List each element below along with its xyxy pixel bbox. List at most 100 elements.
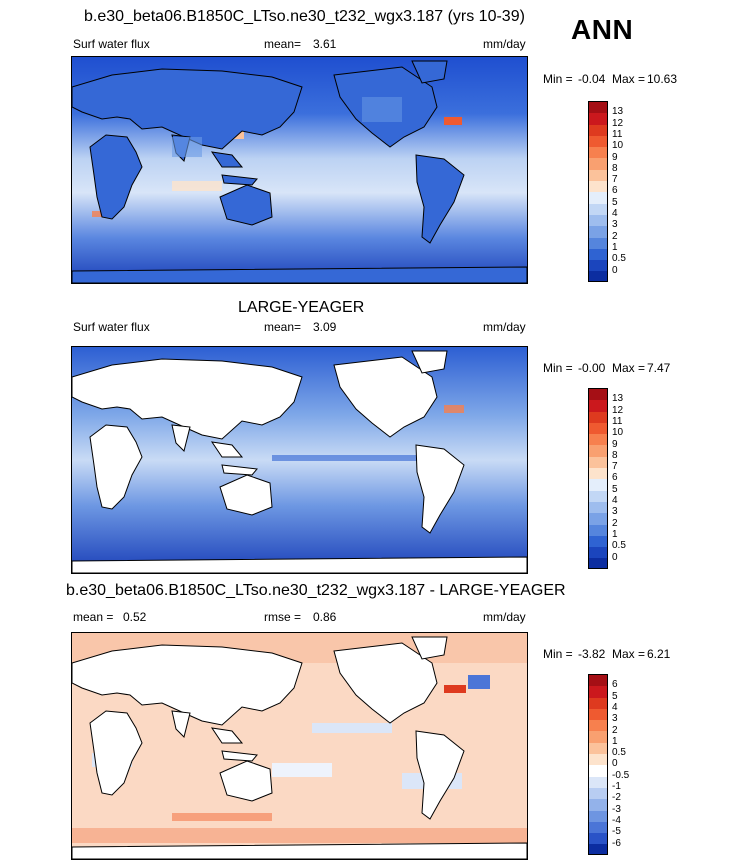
- colorbar-swatch: [589, 445, 607, 457]
- panel3-min-value: -3.82: [578, 647, 606, 661]
- colorbar-swatch: [589, 226, 607, 238]
- colorbar-swatch: [589, 389, 607, 401]
- colorbar-tick-label: 11: [612, 128, 623, 140]
- colorbar-swatch: [589, 501, 607, 514]
- colorbar-tick-label: -1: [612, 781, 621, 792]
- colorbar-tick-label: 2: [612, 517, 618, 529]
- colorbar-swatch: [589, 535, 607, 548]
- panel2-min-value: -0.00: [578, 361, 606, 375]
- panel1-units: mm/day: [483, 37, 526, 51]
- colorbar-tick-label: 10: [612, 427, 624, 439]
- panel2-map: [71, 346, 528, 574]
- colorbar-tick-label: 1: [612, 528, 618, 540]
- colorbar-swatch: [589, 810, 607, 822]
- colorbar-swatch: [589, 479, 607, 491]
- colorbar-tick-label: 0.5: [612, 540, 626, 552]
- colorbar-tick-label: 5: [612, 690, 618, 702]
- colorbar-swatch: [589, 547, 607, 559]
- colorbar-tick-label: -3: [612, 803, 621, 815]
- colorbar-swatch: [589, 124, 607, 136]
- colorbar-tick-label: 5: [612, 483, 618, 495]
- colorbar-tick-label: 0: [612, 551, 618, 563]
- panel3-min-label: Min =: [543, 647, 573, 661]
- colorbar-tick-label: 12: [612, 117, 624, 129]
- colorbar-tick-label: 8: [612, 449, 618, 461]
- panel1-variable: Surf water flux: [73, 37, 150, 51]
- colorbar-swatch: [589, 720, 607, 732]
- colorbar-tick-label: 0.5: [612, 253, 626, 265]
- colorbar-swatch: [589, 192, 607, 204]
- colorbar-tick-label: 1: [612, 241, 618, 253]
- colorbar-swatch: [589, 731, 607, 743]
- panel2-mean-label: mean=: [264, 320, 302, 334]
- colorbar-swatch: [589, 422, 607, 435]
- panel2-min-label: Min =: [543, 361, 573, 375]
- panel1-mean-label: mean=: [264, 37, 302, 51]
- colorbar-swatch: [589, 102, 607, 114]
- panel1-map: [71, 56, 528, 284]
- colorbar-swatch: [589, 113, 607, 125]
- colorbar-tick-label: 9: [612, 151, 618, 163]
- colorbar-tick-label: 2: [612, 230, 618, 242]
- colorbar-tick-label: 6: [612, 472, 618, 484]
- colorbar-tick-label: 4: [612, 701, 618, 713]
- colorbar-swatch: [589, 260, 607, 272]
- colorbar-swatch: [589, 697, 607, 709]
- colorbar-swatch: [589, 237, 607, 249]
- run-title: b.e30_beta06.B1850C_LTso.ne30_t232_wgx3.…: [84, 8, 525, 25]
- colorbar-swatch: [589, 844, 607, 854]
- colorbar-tick-label: -6: [612, 837, 621, 849]
- panel2-max-label: Max =: [612, 361, 646, 375]
- colorbar-swatch: [589, 468, 607, 480]
- colorbar-tick-label: 0: [612, 758, 618, 770]
- colorbar-tick-label: -4: [612, 814, 621, 826]
- colorbar-swatch: [589, 271, 607, 281]
- panel3-rmse-value: 0.86: [313, 610, 337, 624]
- colorbar-tick-label: 4: [612, 208, 618, 219]
- colorbar-swatch: [589, 821, 607, 834]
- panel3-units: mm/day: [483, 610, 526, 624]
- colorbar-tick-label: 6: [612, 185, 618, 197]
- colorbar-swatch: [589, 434, 607, 446]
- colorbar-swatch: [589, 686, 607, 698]
- colorbar-swatch: [589, 158, 607, 170]
- panel3-mean-label: mean =: [73, 610, 114, 624]
- panel2-mean-value: 3.09: [313, 320, 337, 334]
- colorbar-swatch: [589, 675, 607, 687]
- colorbar-boxes: [588, 101, 608, 282]
- colorbar-tick-label: 12: [612, 404, 624, 416]
- colorbar-tick-label: 3: [612, 713, 618, 725]
- colorbar-swatch: [589, 765, 607, 777]
- colorbar-tick-label: 7: [612, 461, 618, 473]
- panel2-units: mm/day: [483, 320, 526, 334]
- colorbar-tick-label: -2: [612, 792, 621, 804]
- colorbar-tick-label: 3: [612, 506, 618, 518]
- colorbar-swatch: [589, 833, 607, 845]
- colorbar-tick-label: 7: [612, 174, 618, 186]
- colorbar-tick-label: 1: [612, 735, 618, 747]
- colorbar-tick-label: -5: [612, 826, 621, 838]
- panel1-mean-value: 3.61: [313, 37, 337, 51]
- colorbar-tick-label: 9: [612, 438, 618, 450]
- colorbar-tick-label: 2: [612, 724, 618, 736]
- panel2-heading: LARGE-YEAGER: [238, 299, 365, 316]
- colorbar-tick-label: 4: [612, 495, 618, 506]
- colorbar-tick-label: 6: [612, 679, 618, 691]
- colorbar-tick-label: 13: [612, 106, 624, 118]
- colorbar-swatch: [589, 799, 607, 811]
- colorbar-swatch: [589, 147, 607, 159]
- colorbar-swatch: [589, 181, 607, 193]
- colorbar-boxes: [588, 674, 608, 855]
- colorbar-swatch: [589, 787, 607, 800]
- colorbar-swatch: [589, 411, 607, 423]
- colorbar-tick-label: 13: [612, 393, 624, 405]
- panel3-max-label: Max =: [612, 647, 646, 661]
- panel3-heading: b.e30_beta06.B1850C_LTso.ne30_t232_wgx3.…: [66, 582, 566, 599]
- colorbar-tick-label: 10: [612, 140, 624, 152]
- colorbar-swatch: [589, 776, 607, 788]
- colorbar-swatch: [589, 708, 607, 721]
- colorbar-swatch: [589, 742, 607, 755]
- panel2-max-value: 7.47: [647, 361, 671, 375]
- colorbar-tick-label: 5: [612, 196, 618, 208]
- colorbar-swatch: [589, 400, 607, 412]
